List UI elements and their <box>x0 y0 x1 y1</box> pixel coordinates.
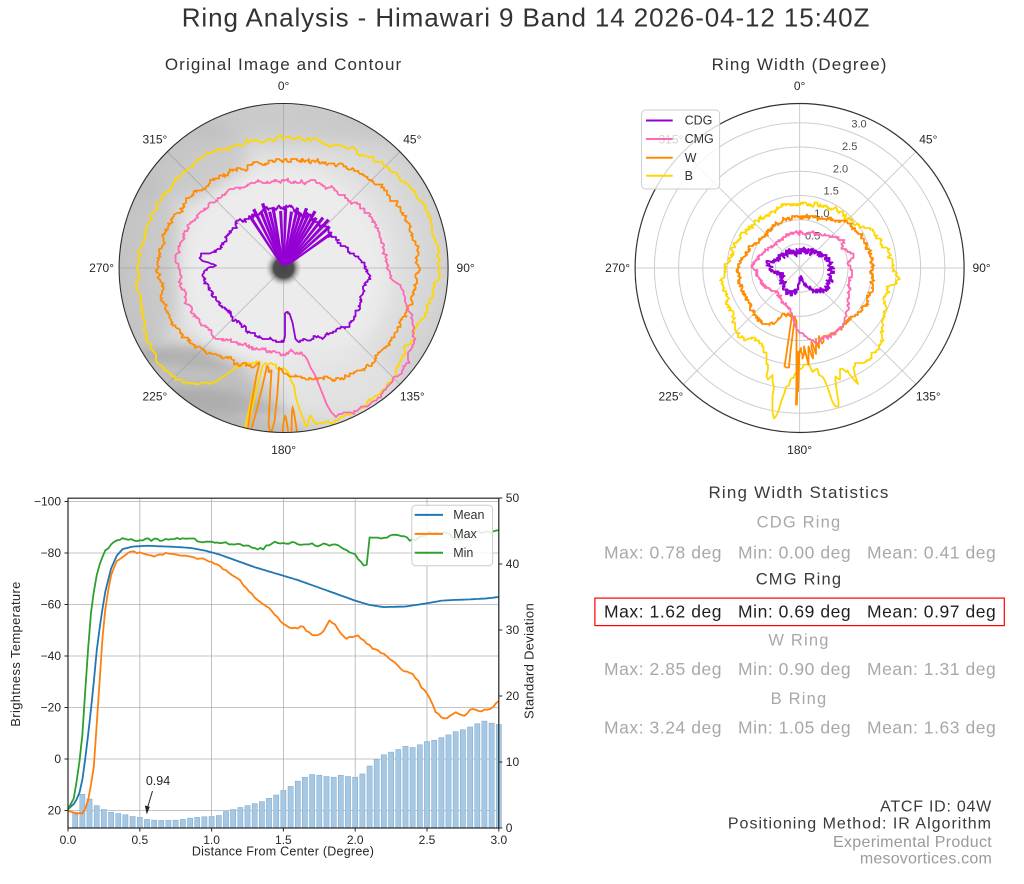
svg-text:20: 20 <box>506 689 520 703</box>
svg-text:Positioning Method: IR Algorit: Positioning Method: IR Algorithm <box>728 816 992 833</box>
svg-text:Ring Width (Degree): Ring Width (Degree) <box>712 55 888 74</box>
svg-text:315°: 315° <box>142 132 167 146</box>
svg-text:180°: 180° <box>271 443 296 457</box>
svg-text:Min: 0.69 deg: Min: 0.69 deg <box>738 601 851 621</box>
svg-text:2.0: 2.0 <box>347 833 364 847</box>
svg-text:Ring Width Statistics: Ring Width Statistics <box>708 483 889 502</box>
svg-text:0°: 0° <box>278 79 290 93</box>
svg-text:40: 40 <box>506 557 520 571</box>
svg-text:0.5: 0.5 <box>131 833 148 847</box>
svg-text:225°: 225° <box>658 390 683 404</box>
svg-text:1.0: 1.0 <box>203 833 220 847</box>
svg-text:−20: −20 <box>41 701 62 715</box>
svg-text:−100: −100 <box>34 495 61 509</box>
svg-text:135°: 135° <box>400 390 425 404</box>
svg-text:−80: −80 <box>41 546 62 560</box>
svg-text:2.5: 2.5 <box>842 141 857 153</box>
svg-text:45°: 45° <box>403 132 421 146</box>
svg-text:Brightness Temperature: Brightness Temperature <box>8 581 23 726</box>
svg-text:Distance From Center (Degree): Distance From Center (Degree) <box>192 845 374 859</box>
svg-text:Mean: 0.41 deg: Mean: 0.41 deg <box>867 542 996 562</box>
svg-text:−60: −60 <box>41 598 62 612</box>
svg-text:W Ring: W Ring <box>768 632 829 650</box>
svg-text:2.5: 2.5 <box>419 833 436 847</box>
svg-text:0: 0 <box>54 752 61 766</box>
svg-text:30: 30 <box>506 623 520 637</box>
svg-text:Ring Analysis - Himawari 9 Ban: Ring Analysis - Himawari 9 Band 14 2026-… <box>182 3 870 33</box>
svg-text:225°: 225° <box>142 390 167 404</box>
svg-text:Standard Deviation: Standard Deviation <box>522 603 537 719</box>
svg-text:CDG: CDG <box>685 114 713 128</box>
svg-text:1.5: 1.5 <box>824 186 839 198</box>
svg-text:W: W <box>685 151 697 165</box>
svg-text:270°: 270° <box>89 261 114 275</box>
svg-text:Max: 3.24 deg: Max: 3.24 deg <box>604 717 722 737</box>
svg-text:Mean: 1.63 deg: Mean: 1.63 deg <box>867 717 996 737</box>
svg-text:Max: Max <box>453 527 477 541</box>
svg-text:0.94: 0.94 <box>146 774 170 788</box>
svg-text:ATCF ID: 04W: ATCF ID: 04W <box>880 799 992 816</box>
svg-text:B: B <box>685 169 693 183</box>
svg-text:Max: 0.78 deg: Max: 0.78 deg <box>604 542 722 562</box>
svg-text:1.5: 1.5 <box>275 833 292 847</box>
svg-text:CMG: CMG <box>685 132 714 146</box>
svg-text:135°: 135° <box>916 390 941 404</box>
svg-text:180°: 180° <box>787 443 812 457</box>
svg-text:CDG Ring: CDG Ring <box>757 513 842 531</box>
svg-text:B Ring: B Ring <box>771 690 828 708</box>
svg-text:Min: 0.00 deg: Min: 0.00 deg <box>738 542 851 562</box>
svg-text:0: 0 <box>506 821 513 835</box>
svg-text:0.0: 0.0 <box>60 833 77 847</box>
svg-text:50: 50 <box>506 491 520 505</box>
svg-text:−40: −40 <box>41 649 62 663</box>
svg-text:270°: 270° <box>605 261 630 275</box>
svg-text:2.0: 2.0 <box>833 163 848 175</box>
svg-text:Min: Min <box>453 546 473 560</box>
svg-text:3.0: 3.0 <box>851 119 866 131</box>
svg-text:45°: 45° <box>919 132 937 146</box>
svg-text:20: 20 <box>48 804 62 818</box>
svg-text:Mean: Mean <box>453 508 484 522</box>
svg-text:Max: 1.62 deg: Max: 1.62 deg <box>604 601 722 621</box>
svg-text:10: 10 <box>506 755 520 769</box>
svg-text:Original Image and Contour: Original Image and Contour <box>165 55 402 74</box>
svg-text:Max: 2.85 deg: Max: 2.85 deg <box>604 659 722 679</box>
svg-text:Min: 1.05 deg: Min: 1.05 deg <box>738 717 851 737</box>
svg-text:90°: 90° <box>457 261 475 275</box>
svg-text:Mean: 0.97 deg: Mean: 0.97 deg <box>867 601 996 621</box>
svg-text:mesovortices.com: mesovortices.com <box>860 850 992 867</box>
svg-text:90°: 90° <box>973 261 991 275</box>
svg-text:Experimental Product: Experimental Product <box>833 834 992 851</box>
svg-text:0°: 0° <box>794 79 806 93</box>
svg-text:3.0: 3.0 <box>490 833 507 847</box>
svg-text:Min: 0.90 deg: Min: 0.90 deg <box>738 659 851 679</box>
svg-text:CMG Ring: CMG Ring <box>756 571 843 589</box>
svg-text:Mean: 1.31 deg: Mean: 1.31 deg <box>867 659 996 679</box>
